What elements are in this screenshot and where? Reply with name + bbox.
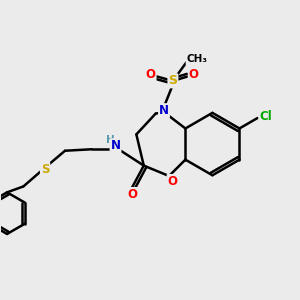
- Text: O: O: [189, 68, 199, 81]
- Text: Cl: Cl: [260, 110, 272, 123]
- Text: H: H: [106, 135, 115, 145]
- Text: S: S: [168, 74, 177, 87]
- Text: S: S: [41, 163, 50, 176]
- Text: CH₃: CH₃: [186, 55, 207, 64]
- Text: O: O: [168, 175, 178, 188]
- Text: O: O: [146, 68, 156, 81]
- Text: N: N: [110, 139, 121, 152]
- Text: O: O: [127, 188, 137, 201]
- Text: N: N: [159, 104, 169, 117]
